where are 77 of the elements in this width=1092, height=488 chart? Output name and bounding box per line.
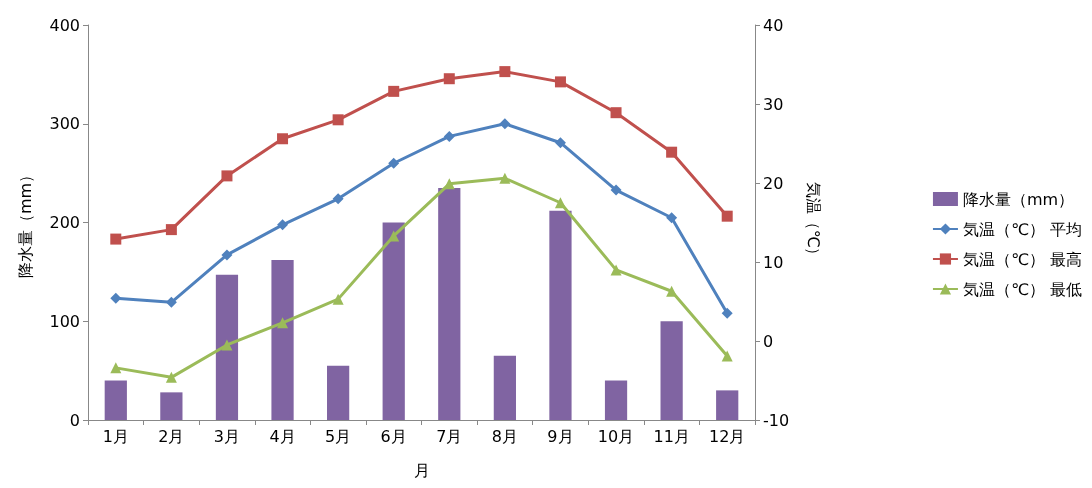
bar: [327, 365, 350, 420]
y2-tick-label: 30: [763, 94, 784, 114]
point: [721, 350, 733, 362]
point: [110, 362, 122, 374]
point: [277, 219, 289, 231]
point: [721, 307, 733, 319]
legend-label: 気温（℃） 最高: [962, 249, 1083, 269]
point: [610, 264, 622, 276]
point: [721, 210, 733, 222]
point: [554, 197, 566, 209]
x-tick-label: 8月: [491, 426, 518, 446]
point: [277, 133, 289, 145]
bar: [160, 392, 183, 420]
y-tick-label: 400: [49, 15, 80, 35]
y-axis-title: 降水量（mm）: [15, 166, 35, 279]
x-tick-label: 3月: [213, 426, 241, 446]
y2-tick-label: 40: [763, 15, 784, 35]
y-tick-label: 0: [69, 410, 80, 430]
bar: [382, 222, 405, 420]
x-axis-title: 月: [413, 460, 430, 480]
x-tick-label: 11月: [653, 426, 690, 446]
point: [499, 66, 511, 78]
bar: [716, 390, 739, 420]
x-tick-label: 10月: [597, 426, 635, 446]
point: [666, 212, 678, 224]
bar: [271, 260, 294, 420]
point: [110, 292, 122, 304]
x-tick-label: 2月: [158, 426, 185, 446]
point: [388, 85, 400, 97]
x-tick-label: 12月: [709, 426, 746, 446]
bar: [660, 321, 683, 420]
y-tick-label: 300: [49, 114, 80, 134]
point: [221, 339, 233, 351]
point: [221, 170, 233, 182]
point: [277, 317, 289, 329]
y-tick-label: 100: [49, 311, 80, 331]
point: [165, 296, 177, 308]
point: [165, 224, 177, 236]
x-tick-label: 4月: [269, 426, 296, 446]
x-tick-label: 5月: [325, 426, 352, 446]
y-tick-label: 200: [49, 213, 80, 232]
bar: [438, 187, 461, 420]
x-tick-label: 7月: [436, 426, 463, 446]
y2-tick-label: 20: [763, 173, 784, 193]
point: [666, 146, 678, 158]
point: [332, 193, 344, 205]
bar: [604, 380, 628, 420]
y2-tick-label: 10: [763, 252, 784, 272]
point: [332, 114, 344, 126]
legend-label: 気温（℃） 最低: [962, 279, 1083, 299]
point: [499, 172, 511, 184]
point: [388, 157, 400, 169]
x-tick-label: 9月: [547, 426, 574, 446]
point: [554, 137, 566, 149]
y2-tick-label: -10: [763, 410, 790, 430]
x-tick-label: 1月: [102, 426, 129, 446]
point: [610, 184, 622, 196]
bar: [104, 380, 127, 420]
legend-label: 気温（℃） 平均: [962, 219, 1083, 239]
point: [443, 73, 455, 85]
point: [443, 130, 455, 142]
bar: [215, 274, 239, 420]
legend-label: 降水量（mm）: [962, 189, 1075, 209]
y2-axis-title: 気温（℃）: [803, 181, 823, 264]
point: [666, 285, 678, 297]
bar: [549, 210, 572, 420]
point: [388, 230, 400, 242]
y2-tick-label: 0: [763, 331, 774, 351]
point: [554, 76, 566, 88]
bar: [493, 355, 516, 420]
x-tick-label: 6月: [380, 426, 407, 446]
point: [610, 107, 622, 119]
point: [221, 249, 233, 261]
point: [165, 371, 177, 383]
point: [110, 233, 122, 245]
point: [332, 293, 344, 305]
point: [499, 118, 511, 130]
